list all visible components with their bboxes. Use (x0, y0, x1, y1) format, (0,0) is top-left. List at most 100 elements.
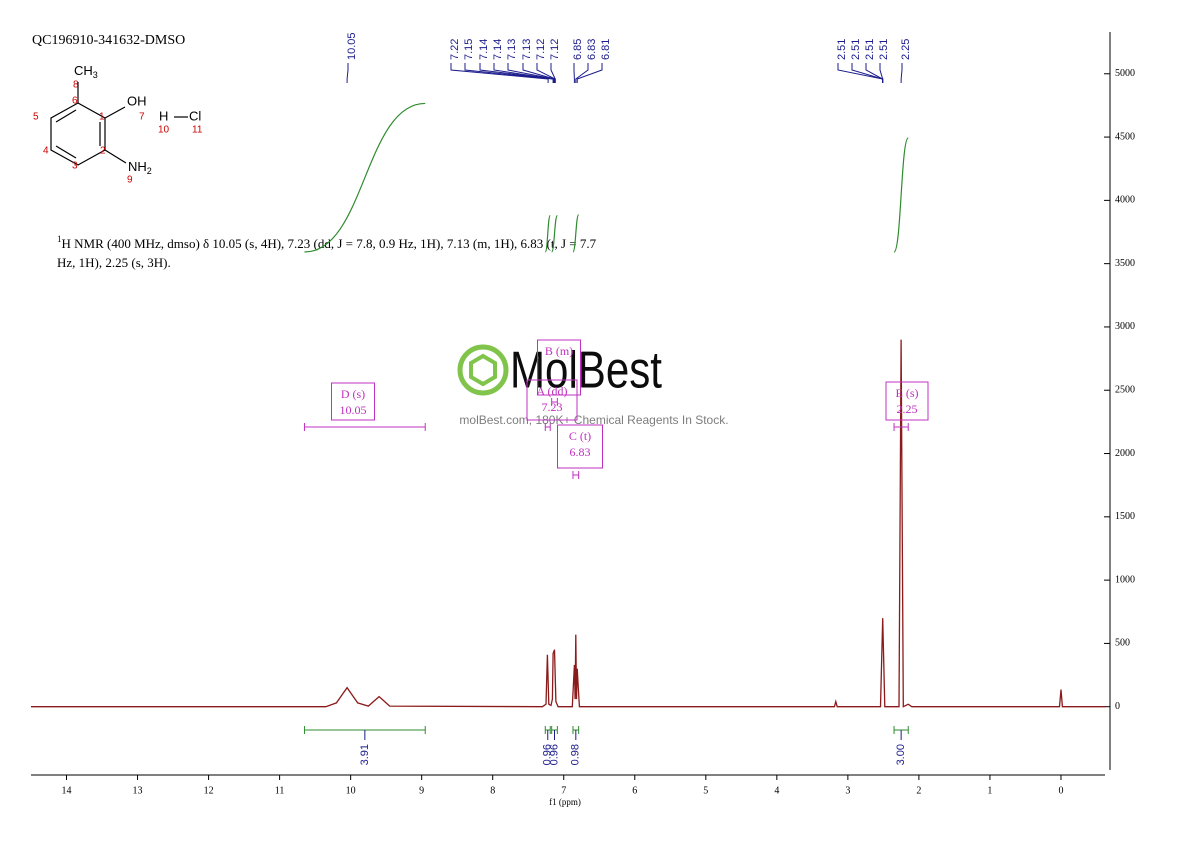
x-tick-label: 12 (204, 785, 214, 796)
peak-connector (464, 63, 554, 83)
logo-ring (457, 344, 509, 396)
y-tick-label: 3500 (1115, 258, 1135, 269)
subscript: 2 (147, 166, 152, 176)
spectrum (31, 339, 1105, 708)
sample-id: QC196910-341632-DMSO (32, 33, 185, 48)
y-tick-label: 2000 (1115, 448, 1135, 459)
logo-hexagon (469, 353, 497, 387)
peak-label: 2.51 (836, 39, 848, 60)
peak-connector (493, 63, 555, 83)
bond (104, 106, 126, 119)
integral-label: 3.91 (359, 744, 371, 765)
multiplet-label: D (s) (341, 387, 365, 401)
atom-number: 6 (72, 96, 78, 107)
peak-connector (450, 63, 549, 83)
atom-number: 3 (72, 161, 78, 172)
y-tick-label: 2500 (1115, 385, 1135, 396)
atom-number: 4 (43, 146, 49, 157)
y-tick-label: 5000 (1115, 68, 1135, 79)
hydrogen: H (159, 108, 168, 123)
integral-curve (544, 214, 551, 253)
subscript: 3 (93, 70, 98, 80)
atom-number: 8 (73, 80, 79, 91)
atom-number: 9 (127, 175, 133, 186)
peak-label: 6.81 (600, 39, 612, 60)
peak-connector (837, 63, 884, 83)
peak-label: 7.12 (549, 39, 561, 60)
peak-label: 7.13 (521, 39, 533, 60)
bond (55, 145, 77, 159)
bond (104, 149, 127, 164)
x-tick-label: 11 (275, 785, 285, 796)
multiplet-shift: 2.25 (897, 402, 918, 416)
multiplet-box (557, 424, 603, 469)
superscript: 1 (57, 234, 62, 244)
x-tick-label: 14 (62, 785, 72, 796)
description: 1H NMR (400 MHz, dmso) δ 10.05 (s, 4H), … (57, 234, 597, 251)
peak-label: 7.22 (449, 39, 461, 60)
atom-number: 10 (158, 125, 170, 136)
integral-curve (304, 102, 426, 253)
y-tick-label: 0 (1115, 701, 1120, 712)
peak-connector (576, 63, 603, 83)
y-tick-label: 500 (1115, 638, 1130, 649)
integral-label: 0.96 (548, 744, 560, 765)
atom-number: 11 (192, 125, 203, 136)
x-tick-label: 5 (703, 785, 708, 796)
peak-connector (346, 63, 349, 83)
structure: CH3 OH NH2 H Cl 1 2 3 4 5 6 7 8 9 10 11 (33, 63, 203, 185)
x-tick-label: 4 (774, 785, 779, 796)
multiplet-shift: 10.05 (340, 403, 367, 417)
multiplet-label: A (dd) (537, 384, 568, 398)
y-tick-label: 4000 (1115, 195, 1135, 206)
integral-curve (572, 214, 580, 253)
x-tick-label: 10 (346, 785, 356, 796)
description-line: H NMR (400 MHz, dmso) δ 10.05 (s, 4H), 7… (62, 236, 597, 251)
multiplet-label: E (s) (896, 386, 919, 400)
description-line: Hz, 1H), 2.25 (s, 3H). (57, 255, 171, 270)
peak-label: 7.13 (506, 39, 518, 60)
peak-connector (900, 63, 903, 83)
atom-number: 2 (100, 146, 106, 157)
peak-connector (575, 63, 589, 83)
atom: CH (74, 63, 93, 78)
chlorine: Cl (189, 108, 201, 123)
peak-label: 7.15 (463, 39, 475, 60)
x-tick-label: 0 (1058, 785, 1063, 796)
x-tick-label: 3 (845, 785, 850, 796)
logo-text: MolBest (510, 342, 662, 400)
hydroxyl: OH (127, 93, 147, 108)
peak-label: 7.12 (535, 39, 547, 60)
x-tick-label: 9 (419, 785, 424, 796)
peak-connector (879, 63, 884, 83)
peak-connector (550, 63, 556, 83)
peak-label: 7.14 (478, 39, 490, 60)
peak-label: 10.05 (346, 32, 358, 60)
peak-label: 7.14 (492, 39, 504, 60)
peak-label: 2.51 (878, 39, 890, 60)
x-tick-label: 2 (916, 785, 921, 796)
integral-curve (551, 214, 558, 253)
y-tick-label: 1500 (1115, 511, 1135, 522)
atom-number: 5 (33, 112, 39, 123)
peak-label: 2.51 (864, 39, 876, 60)
peak-connector (851, 63, 884, 83)
integral-label: 3.00 (895, 744, 907, 765)
peak-connector (522, 63, 556, 83)
y-tick-label: 4500 (1115, 131, 1135, 142)
x-tick-label: 8 (490, 785, 495, 796)
multiplet-shift: 6.83 (570, 445, 591, 459)
peak-label: 2.25 (900, 39, 912, 60)
bond (55, 109, 77, 123)
y-tick-label: 3000 (1115, 321, 1135, 332)
atom-number: 1 (99, 112, 105, 123)
multiplet-box (885, 381, 929, 421)
x-tick-label: 7 (561, 785, 566, 796)
x-tick-label: 13 (133, 785, 143, 796)
methyl: CH3 (74, 63, 98, 80)
multiplet-label: C (t) (569, 429, 591, 443)
multiplet-box (526, 379, 578, 421)
x-axis-label: f1 (ppm) (549, 797, 581, 807)
multiplet-box (331, 382, 375, 421)
integral-label: 0.96 (542, 744, 554, 765)
